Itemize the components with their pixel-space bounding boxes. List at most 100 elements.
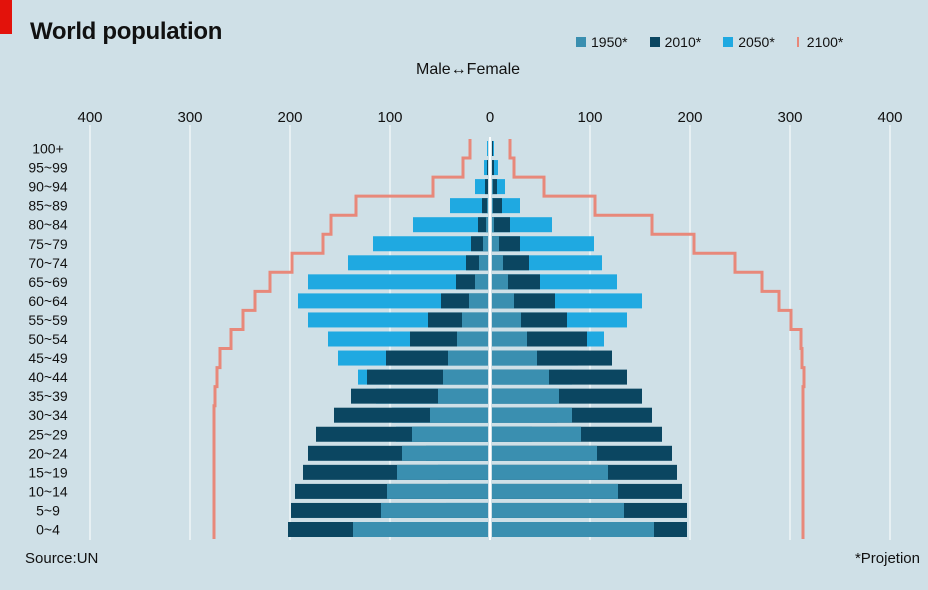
bar-female-1950 bbox=[492, 445, 597, 461]
bar-male-2010 bbox=[485, 179, 488, 195]
bar-male-1950 bbox=[486, 217, 488, 233]
bar-male-1950 bbox=[487, 198, 488, 214]
bar-female-1950 bbox=[492, 464, 608, 480]
x-tick-label: 100 bbox=[377, 109, 402, 126]
x-tick-label: 300 bbox=[177, 109, 202, 126]
bar-male-2050 bbox=[298, 293, 488, 309]
bar-male-1950 bbox=[412, 426, 488, 442]
bar-female-1950 bbox=[492, 331, 527, 347]
bar-male-2050 bbox=[308, 274, 488, 290]
x-tick-label: 0 bbox=[486, 109, 494, 126]
age-group-label: 55~59 bbox=[28, 312, 68, 328]
bar-female-1950 bbox=[492, 274, 508, 290]
age-group-label: 65~69 bbox=[28, 274, 68, 290]
legend-label-1950: 1950* bbox=[591, 34, 628, 50]
age-group-label: 90~94 bbox=[28, 179, 68, 195]
bar-male-1950 bbox=[443, 369, 488, 385]
legend-item-2010: 2010* bbox=[649, 34, 702, 50]
bar-male-2050 bbox=[348, 255, 488, 271]
bar-male-1950 bbox=[448, 350, 488, 366]
legend-swatch-2050 bbox=[723, 37, 734, 47]
legend-swatch-2100 bbox=[796, 37, 799, 47]
legend-label-2010: 2010* bbox=[664, 34, 702, 50]
bar-female-1950 bbox=[492, 255, 503, 271]
bar-female-2010 bbox=[492, 217, 510, 233]
chart-title: World population bbox=[30, 18, 223, 45]
accent-tab bbox=[0, 0, 12, 34]
age-group-label: 0~4 bbox=[36, 522, 60, 538]
age-group-label: 35~39 bbox=[28, 388, 68, 404]
bar-male-2050 bbox=[413, 217, 488, 233]
bar-male-1950 bbox=[457, 331, 488, 347]
bar-male-1950 bbox=[402, 445, 488, 461]
bar-male-1950 bbox=[475, 274, 488, 290]
bar-male-1950 bbox=[430, 407, 488, 423]
legend-label-2050: 2050* bbox=[738, 34, 775, 50]
legend-swatch-2010 bbox=[649, 37, 660, 47]
bar-female-1950 bbox=[492, 179, 493, 195]
legend-swatch-1950 bbox=[576, 37, 586, 47]
bar-female-1950 bbox=[492, 502, 624, 518]
bar-female-1950 bbox=[492, 388, 559, 404]
x-tick-label: 100 bbox=[577, 109, 602, 126]
bar-male-1950 bbox=[387, 483, 488, 499]
bar-male-2050 bbox=[450, 198, 488, 214]
bar-male-1950 bbox=[397, 464, 488, 480]
x-tick-label: 200 bbox=[677, 109, 702, 126]
bar-male-1950 bbox=[462, 312, 488, 328]
bar-male-1950 bbox=[479, 255, 488, 271]
bar-male-2010 bbox=[482, 198, 488, 214]
bar-female-1950 bbox=[492, 198, 493, 214]
projection-note: *Projetion bbox=[854, 550, 920, 567]
bar-male-1950 bbox=[469, 293, 488, 309]
axis-label: Male↔Female bbox=[415, 61, 521, 78]
bar-male-1950 bbox=[381, 502, 488, 518]
bar-female-1950 bbox=[492, 217, 494, 233]
bar-female-2050 bbox=[492, 160, 498, 176]
age-group-label: 5~9 bbox=[36, 502, 60, 518]
x-tick-label: 200 bbox=[277, 109, 302, 126]
bar-female-1950 bbox=[492, 312, 521, 328]
outline-2100-female bbox=[508, 139, 806, 539]
age-group-label: 30~34 bbox=[28, 407, 68, 423]
bar-female-1950 bbox=[492, 236, 499, 252]
bar-female-2010 bbox=[492, 198, 502, 214]
age-group-label: 100+ bbox=[32, 141, 64, 157]
bar-female-2010 bbox=[492, 179, 497, 195]
legend-item-2050: 2050* bbox=[723, 34, 775, 50]
x-tick-label: 400 bbox=[877, 109, 902, 126]
bar-female-1950 bbox=[492, 483, 618, 499]
age-group-label: 40~44 bbox=[28, 369, 68, 385]
outline-2100-male bbox=[212, 139, 472, 539]
bar-male-2050 bbox=[487, 141, 488, 156]
bar-male-2010 bbox=[487, 160, 488, 176]
age-group-label: 45~49 bbox=[28, 350, 68, 366]
age-group-label: 25~29 bbox=[28, 426, 68, 442]
age-group-label: 20~24 bbox=[28, 445, 68, 461]
bar-male-1950 bbox=[353, 522, 488, 537]
age-group-label: 15~19 bbox=[28, 464, 68, 480]
legend-item-2100: 2100* bbox=[796, 34, 843, 50]
age-group-label: 60~64 bbox=[28, 293, 68, 309]
bar-female-2010 bbox=[492, 160, 494, 176]
legend: 1950* 2010* 2050* 2100* bbox=[576, 34, 865, 50]
legend-item-1950: 1950* bbox=[576, 34, 628, 50]
age-group-label: 95~99 bbox=[28, 160, 68, 176]
bar-male-2050 bbox=[475, 179, 488, 195]
age-group-label: 70~74 bbox=[28, 255, 68, 271]
bar-female-1950 bbox=[492, 407, 572, 423]
x-tick-label: 300 bbox=[777, 109, 802, 126]
bar-male-1950 bbox=[483, 236, 488, 252]
bar-male-2050 bbox=[373, 236, 488, 252]
bar-male-2050 bbox=[484, 160, 488, 176]
age-group-label: 10~14 bbox=[28, 483, 68, 499]
age-group-label: 75~79 bbox=[28, 236, 68, 252]
source-note: Source:UN bbox=[25, 550, 99, 567]
bar-male-2010 bbox=[478, 217, 488, 233]
x-tick-label: 400 bbox=[77, 109, 102, 126]
bar-female-1950 bbox=[492, 350, 537, 366]
bar-female-1950 bbox=[492, 293, 514, 309]
age-group-label: 80~84 bbox=[28, 217, 68, 233]
bar-female-1950 bbox=[492, 426, 581, 442]
